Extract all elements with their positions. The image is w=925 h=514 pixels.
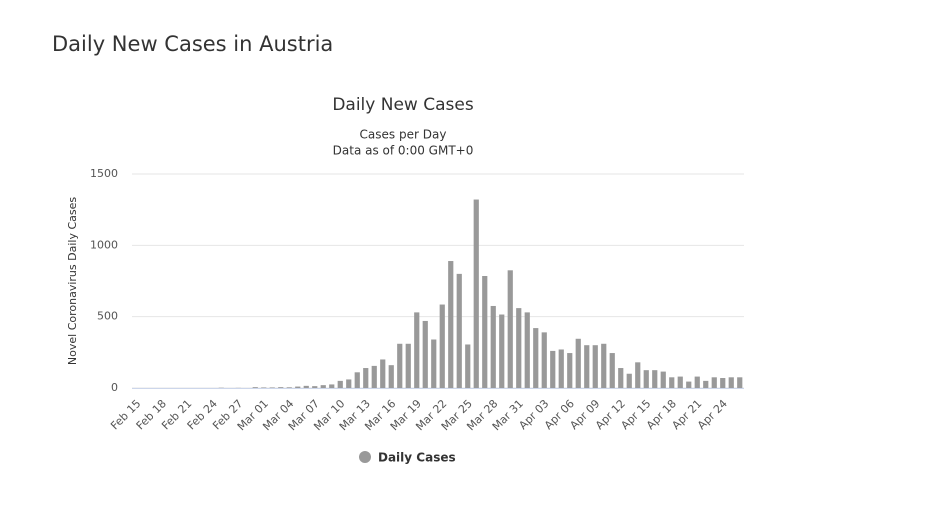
bar [541, 332, 547, 388]
bar [456, 273, 462, 388]
bar [635, 362, 641, 388]
bar [490, 305, 496, 388]
legend-label: Daily Cases [378, 451, 456, 465]
subtitle: Data as of 0:00 GMT+0 [333, 144, 474, 158]
bar [329, 384, 335, 388]
y-tick-label: 1500 [90, 167, 118, 180]
bar [626, 373, 632, 388]
bar [703, 380, 709, 388]
y-tick-label: 500 [97, 310, 118, 323]
bar [439, 304, 445, 388]
bar [524, 312, 530, 388]
bar [388, 365, 394, 388]
bar [414, 312, 420, 388]
bar [473, 199, 479, 388]
bar [269, 387, 275, 388]
bar [516, 308, 522, 388]
bar [482, 276, 488, 388]
bar [601, 343, 607, 388]
y-tick-label: 1000 [90, 238, 118, 251]
bar [558, 349, 564, 388]
bar [371, 365, 377, 388]
subtitle: Cases per Day [360, 128, 447, 142]
bar [686, 381, 692, 388]
bar [533, 328, 539, 388]
bar [567, 353, 573, 388]
legend-marker [359, 451, 371, 463]
bar [252, 387, 258, 388]
bar [312, 386, 318, 388]
bar [592, 345, 598, 388]
bar [431, 339, 437, 388]
y-tick-label: 0 [111, 381, 118, 394]
bar [380, 359, 386, 388]
bar [643, 370, 649, 388]
bar [346, 379, 352, 388]
bar [507, 270, 513, 388]
bar [550, 350, 556, 388]
bar [397, 343, 403, 388]
bar [652, 370, 658, 388]
bar [465, 344, 471, 388]
bar [711, 377, 717, 388]
bar [584, 345, 590, 388]
bar [363, 368, 369, 388]
bar [660, 371, 666, 388]
y-axis-label: Novel Coronavirus Daily Cases [66, 197, 79, 365]
bar [286, 387, 292, 388]
bar [677, 376, 683, 388]
bar [669, 377, 675, 388]
bar [278, 387, 284, 388]
bar [499, 314, 505, 388]
bar [405, 343, 411, 388]
chart-title: Daily New Cases [332, 95, 474, 115]
bar [422, 320, 428, 388]
bar [575, 338, 581, 388]
bar [618, 368, 624, 388]
bar [261, 387, 267, 388]
bar [609, 353, 615, 388]
bar [448, 261, 454, 388]
bar [337, 380, 343, 388]
bar [320, 385, 326, 388]
bar [303, 385, 309, 388]
bar [728, 377, 734, 388]
bar [694, 376, 700, 388]
page-title: Daily New Cases in Austria [52, 32, 333, 56]
bar [720, 378, 726, 388]
bar [737, 377, 743, 388]
bar [295, 386, 301, 388]
bar [354, 372, 360, 388]
